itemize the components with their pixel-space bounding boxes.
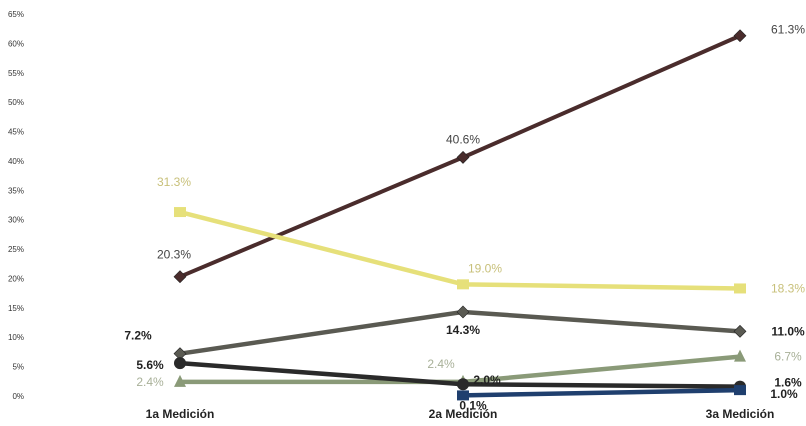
x-tick-label: 1a Medición	[146, 407, 215, 421]
series-lines	[177, 33, 743, 398]
x-tick-label: 3a Medición	[706, 407, 775, 421]
y-tick-label: 25%	[8, 245, 24, 254]
data-point-circle	[457, 378, 469, 391]
data-label: 40.6%	[446, 132, 480, 146]
data-point-square	[734, 283, 746, 294]
data-label: 2.0%	[473, 373, 501, 387]
data-label: 14.3%	[446, 323, 480, 337]
data-label: 1.6%	[774, 376, 802, 390]
y-tick-label: 40%	[8, 157, 24, 166]
y-tick-label: 30%	[8, 216, 24, 225]
data-point-diamond	[456, 305, 470, 319]
data-point-diamond	[733, 29, 747, 43]
series-line	[460, 387, 743, 398]
data-label: 1.0%	[770, 387, 798, 401]
y-tick-label: 0%	[12, 392, 24, 401]
y-tick-label: 10%	[8, 333, 24, 342]
data-point-triangle	[174, 374, 186, 387]
data-label: 11.0%	[771, 324, 805, 338]
data-point-square	[734, 385, 746, 396]
data-label: 0.1%	[459, 398, 487, 412]
data-label: 19.0%	[468, 261, 502, 275]
y-tick-label: 35%	[8, 186, 24, 195]
data-point-diamond	[456, 150, 470, 164]
data-label: 61.3%	[771, 23, 805, 37]
data-label: 7.2%	[124, 329, 152, 343]
data-point-circle	[174, 357, 186, 370]
data-label: 2.4%	[427, 357, 455, 371]
data-label: 20.3%	[157, 248, 191, 262]
x-tick-label: 2a Medición	[429, 407, 498, 421]
y-tick-label: 15%	[8, 304, 24, 313]
data-point-diamond	[173, 270, 187, 284]
y-tick-label: 20%	[8, 274, 24, 283]
series-markers	[173, 29, 747, 401]
data-point-square	[457, 279, 469, 290]
data-point-diamond	[733, 324, 747, 338]
y-tick-label: 55%	[8, 69, 24, 78]
data-label: 5.6%	[136, 358, 164, 372]
series-line	[177, 209, 743, 291]
x-axis: 1a Medición 2a Medición 3a Medición	[146, 407, 775, 421]
y-tick-label: 5%	[12, 363, 24, 372]
data-point-square	[457, 390, 469, 401]
data-label: 6.7%	[774, 350, 802, 364]
y-tick-label: 65%	[8, 10, 24, 19]
y-axis: 0% 5% 10% 15% 20% 25% 30% 35% 40% 45% 50% 55% 60% 65%	[8, 10, 24, 401]
data-point-triangle	[734, 349, 746, 362]
data-point-square	[174, 207, 186, 218]
data-labels: 20.3% 40.6% 61.3% 31.3% 19.0% 18.3% 7.2% 14.3% 1…	[124, 23, 805, 413]
y-tick-label: 60%	[8, 39, 24, 48]
data-label: 18.3%	[771, 281, 805, 295]
data-label: 2.4%	[136, 375, 164, 389]
y-tick-label: 45%	[8, 128, 24, 137]
y-tick-label: 50%	[8, 98, 24, 107]
data-label: 31.3%	[157, 175, 191, 189]
